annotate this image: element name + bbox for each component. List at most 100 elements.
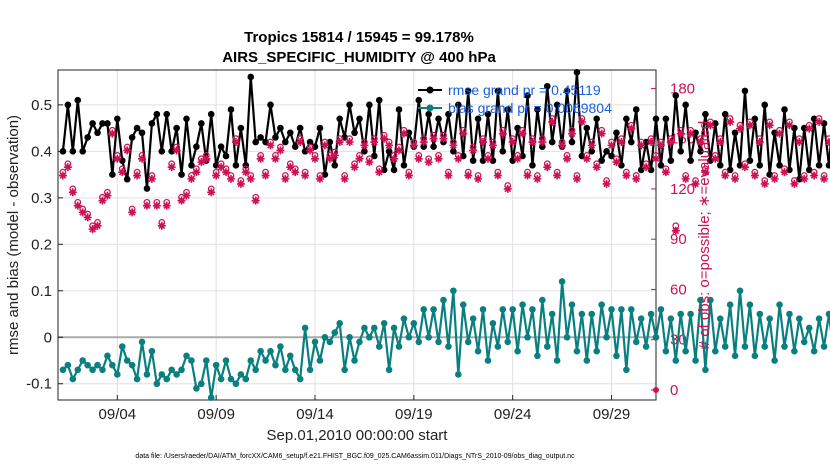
series-evaluated	[58, 117, 830, 235]
rmse-point	[89, 120, 96, 127]
bias-point	[89, 366, 96, 374]
bias-point	[99, 366, 106, 374]
bias-point	[410, 320, 418, 327]
rmse-point	[331, 161, 339, 169]
evaluated-obs-marker	[103, 191, 112, 200]
series-rmse	[59, 69, 830, 192]
bias-point	[64, 361, 72, 369]
rmse-point	[336, 115, 344, 123]
rmse-point	[311, 143, 319, 150]
bias-point	[366, 333, 373, 341]
chart-subtitle: AIRS_SPECIFIC_HUMIDITY @ 400 hPa	[222, 49, 496, 66]
evaluated-obs-marker	[790, 179, 799, 188]
bias-point	[232, 380, 240, 388]
rmse-point	[247, 73, 255, 81]
bias-point	[637, 315, 645, 322]
evaluated-obs-marker	[439, 134, 448, 143]
rmse-point	[222, 152, 230, 160]
bias-point	[415, 338, 423, 346]
evaluated-obs-marker	[691, 179, 700, 188]
rmse-point	[79, 148, 87, 155]
rmse-point	[632, 106, 640, 113]
bias-point	[109, 361, 116, 369]
y-tick-label: 0.5	[31, 97, 52, 114]
rmse-point	[400, 161, 408, 169]
rmse-point	[761, 101, 769, 109]
x-axis-ticks: 09/04 09/09 09/14 09/19 09/24 09/29	[99, 395, 630, 423]
evaluated-obs-marker	[147, 174, 156, 183]
rmse-point	[227, 106, 235, 113]
evaluated-obs-marker	[479, 138, 488, 147]
bias-point	[786, 310, 793, 318]
bias-point	[702, 366, 709, 374]
bias-point	[558, 278, 566, 285]
bias-point	[652, 333, 660, 341]
bias-point	[420, 306, 428, 313]
evaluated-obs-marker	[740, 163, 749, 172]
evaluated-obs-marker	[256, 154, 265, 163]
evaluated-obs-marker	[577, 117, 586, 126]
bias-point	[667, 315, 675, 322]
bias-point	[247, 357, 255, 364]
evaluated-obs-marker	[602, 179, 611, 188]
rmse-point	[232, 161, 240, 169]
bias-line	[62, 280, 830, 399]
bias-point	[183, 352, 190, 360]
bias-point	[479, 306, 487, 313]
rmse-point	[716, 161, 724, 169]
right-axis-label: # of obs: o=possible; ∗=evaluated	[696, 121, 713, 350]
evaluated-obs-marker	[133, 171, 142, 180]
evaluated-obs-marker	[78, 208, 87, 217]
bias-point	[623, 366, 630, 374]
bias-point	[198, 380, 205, 388]
rmse-point	[272, 134, 279, 141]
evaluated-obs-marker	[207, 188, 216, 197]
bias-point	[202, 357, 210, 364]
evaluated-obs-marker	[706, 121, 715, 130]
evaluated-obs-marker	[795, 138, 804, 147]
bias-point	[158, 371, 166, 378]
bias-point	[553, 357, 561, 364]
rmse-point	[415, 96, 423, 104]
bias-point	[519, 301, 526, 309]
bias-point	[425, 333, 432, 341]
rmse-point	[69, 148, 77, 155]
bias-point	[74, 366, 82, 374]
evaluated-obs-marker	[563, 154, 572, 163]
evaluated-obs-marker	[538, 138, 547, 147]
evaluated-obs-marker	[696, 138, 705, 147]
bias-point	[331, 329, 339, 336]
evaluated-obs-marker	[523, 171, 532, 180]
bias-point	[573, 347, 581, 355]
evaluated-obs-marker	[182, 191, 191, 200]
rmse-point	[64, 101, 72, 109]
rmse-point	[627, 138, 635, 146]
evaluated-obs-marker	[676, 129, 685, 138]
bias-point	[593, 347, 600, 355]
rmse-point	[568, 138, 576, 146]
rmse-point	[94, 129, 101, 137]
evaluated-obs-marker	[493, 171, 502, 180]
bias-point	[272, 361, 279, 369]
bias-point	[514, 347, 521, 355]
bias-point	[469, 315, 477, 322]
bias-point	[430, 306, 437, 313]
evaluated-obs-marker	[98, 196, 107, 205]
rmse-point	[613, 129, 620, 137]
rmse-point	[721, 110, 729, 118]
rmse-point	[687, 157, 694, 164]
bias-point	[375, 343, 383, 350]
evaluated-obs-marker	[399, 129, 408, 138]
evaluated-obs-marker	[815, 117, 824, 126]
bias-point	[173, 371, 180, 378]
evaluated-obs-marker	[567, 129, 576, 138]
rmse-point	[99, 120, 106, 127]
rmse-point	[608, 152, 615, 160]
rmse-point	[529, 161, 536, 169]
rmse-point	[286, 129, 294, 137]
rmse-point	[390, 166, 398, 174]
evaluated-obs-marker	[612, 158, 621, 167]
bias-point	[153, 380, 161, 388]
bias-point	[296, 375, 304, 383]
evaluated-obs-marker	[760, 179, 769, 188]
